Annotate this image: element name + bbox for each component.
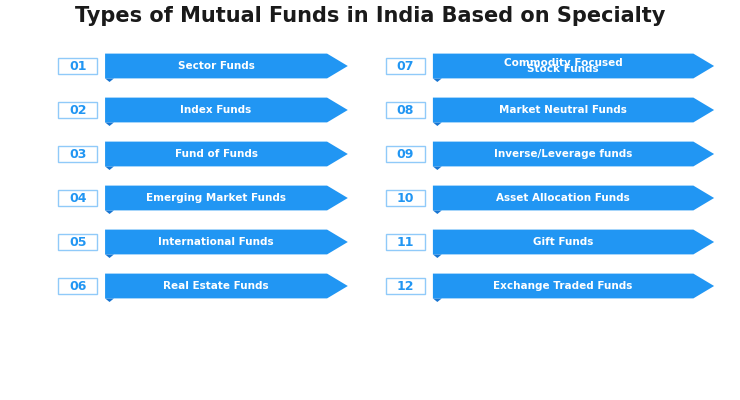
Text: 08: 08 <box>397 104 414 116</box>
Polygon shape <box>433 54 714 78</box>
Polygon shape <box>433 98 714 122</box>
Polygon shape <box>433 186 714 210</box>
Polygon shape <box>105 274 348 298</box>
Polygon shape <box>105 298 114 302</box>
Polygon shape <box>105 54 348 78</box>
Polygon shape <box>105 166 114 170</box>
Polygon shape <box>433 254 442 258</box>
Bar <box>58 102 97 118</box>
Text: 03: 03 <box>69 148 87 160</box>
Text: Fund of Funds: Fund of Funds <box>175 149 258 159</box>
Bar <box>386 58 425 74</box>
Text: 12: 12 <box>397 280 414 292</box>
Text: International Funds: International Funds <box>158 237 274 247</box>
Bar <box>386 234 425 250</box>
Polygon shape <box>105 254 114 258</box>
Text: Types of Mutual Funds in India Based on Specialty: Types of Mutual Funds in India Based on … <box>75 6 665 26</box>
Polygon shape <box>105 210 114 214</box>
Polygon shape <box>433 210 442 214</box>
Bar <box>58 278 97 294</box>
Text: 02: 02 <box>69 104 87 116</box>
Polygon shape <box>105 142 348 166</box>
Text: 01: 01 <box>69 60 87 72</box>
Polygon shape <box>105 98 348 122</box>
Polygon shape <box>433 166 442 170</box>
Text: 04: 04 <box>69 192 87 204</box>
Text: Commodity Focused: Commodity Focused <box>504 58 622 68</box>
Polygon shape <box>105 186 348 210</box>
Bar <box>386 278 425 294</box>
Text: Stock Funds: Stock Funds <box>528 64 599 74</box>
Bar <box>58 190 97 206</box>
Polygon shape <box>433 122 442 126</box>
Text: 11: 11 <box>397 236 414 248</box>
Text: 10: 10 <box>397 192 414 204</box>
Text: Emerging Market Funds: Emerging Market Funds <box>146 193 286 203</box>
Polygon shape <box>105 122 114 126</box>
Text: Real Estate Funds: Real Estate Funds <box>164 281 269 291</box>
Polygon shape <box>433 274 714 298</box>
Text: 07: 07 <box>397 60 414 72</box>
Bar <box>386 146 425 162</box>
Text: 05: 05 <box>69 236 87 248</box>
Text: Sector Funds: Sector Funds <box>178 61 255 71</box>
Text: 09: 09 <box>397 148 414 160</box>
Bar <box>58 146 97 162</box>
Bar <box>386 190 425 206</box>
Text: Inverse/Leverage funds: Inverse/Leverage funds <box>494 149 632 159</box>
Text: Index Funds: Index Funds <box>181 105 252 115</box>
Bar <box>58 234 97 250</box>
Polygon shape <box>433 78 442 82</box>
Bar <box>58 58 97 74</box>
Polygon shape <box>433 298 442 302</box>
Text: Gift Funds: Gift Funds <box>533 237 593 247</box>
Text: Market Neutral Funds: Market Neutral Funds <box>500 105 627 115</box>
Text: 06: 06 <box>69 280 87 292</box>
Text: Exchange Traded Funds: Exchange Traded Funds <box>494 281 633 291</box>
Bar <box>386 102 425 118</box>
Polygon shape <box>433 230 714 254</box>
Polygon shape <box>105 230 348 254</box>
Polygon shape <box>105 78 114 82</box>
Text: Asset Allocation Funds: Asset Allocation Funds <box>497 193 630 203</box>
Polygon shape <box>433 142 714 166</box>
